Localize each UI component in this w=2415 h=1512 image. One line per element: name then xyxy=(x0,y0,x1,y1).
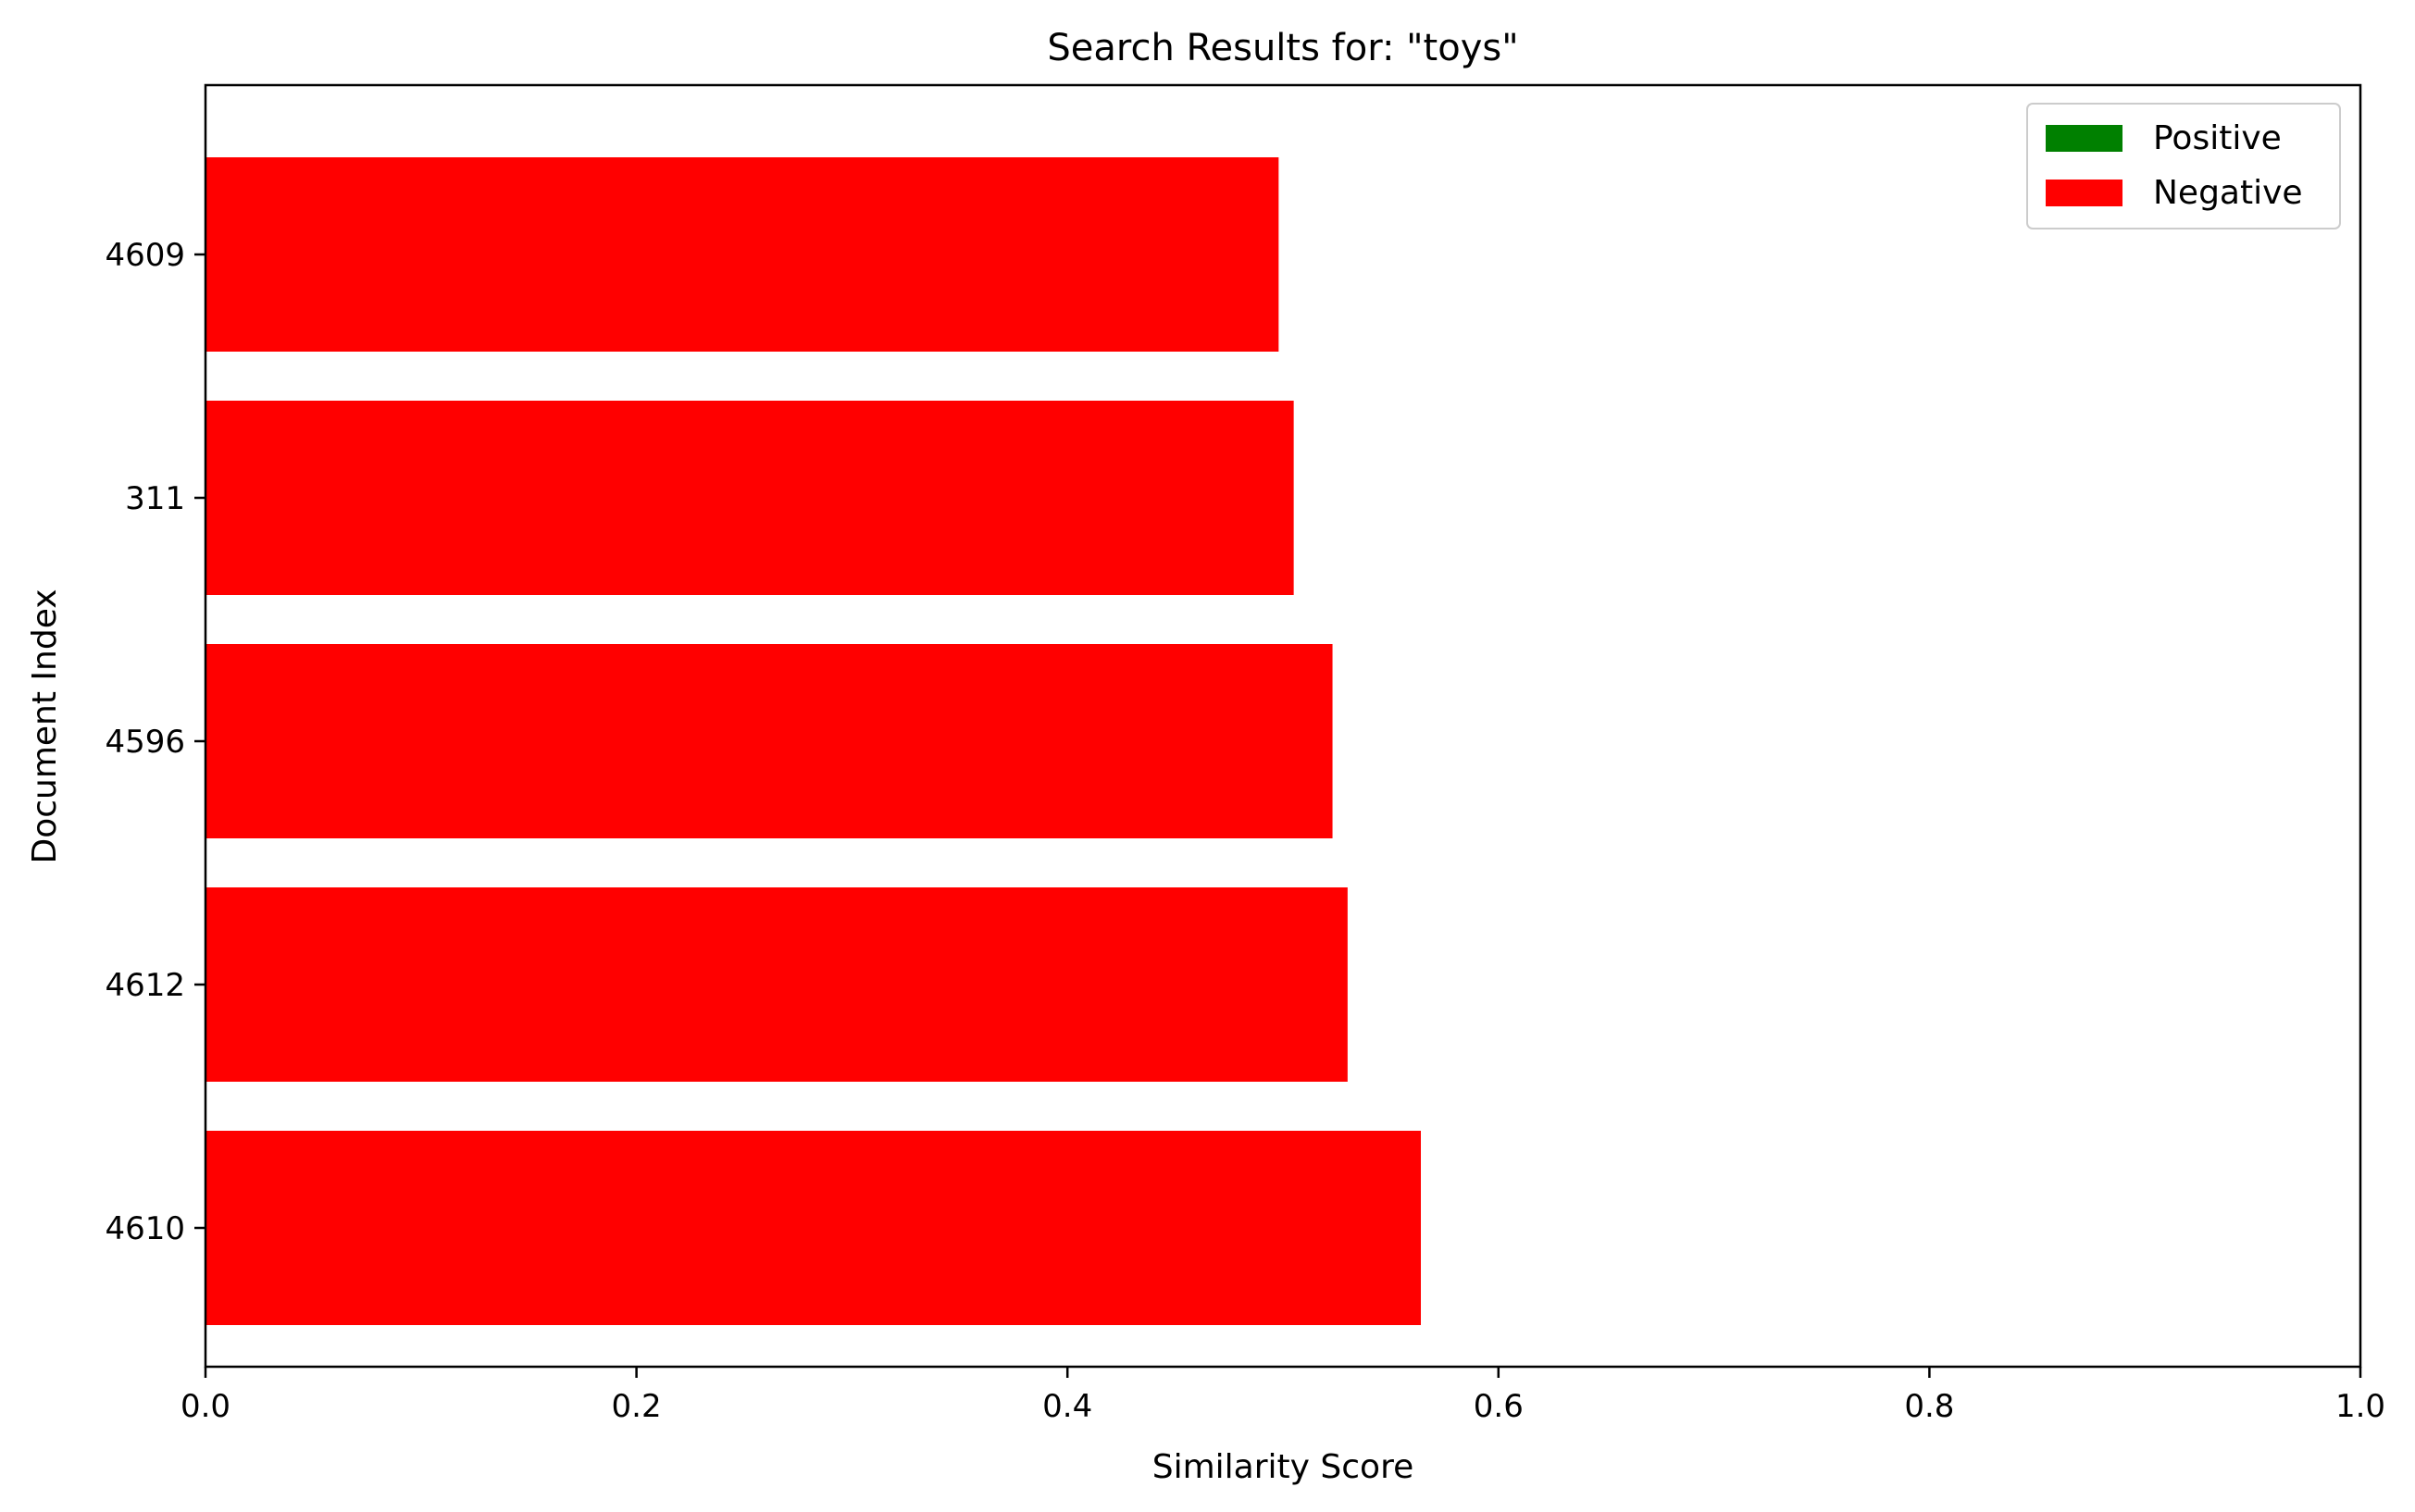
x-tick-label: 0.8 xyxy=(1904,1388,1954,1425)
x-tick-label: 0.0 xyxy=(181,1388,230,1425)
x-tick-label: 1.0 xyxy=(2335,1388,2385,1425)
y-tick-label: 4609 xyxy=(105,237,185,274)
bar-4612 xyxy=(205,887,1348,1082)
bar-4610 xyxy=(205,1131,1421,1325)
y-tick-label: 4612 xyxy=(105,967,185,1004)
y-axis: 4610 4612 4596 311 4609 xyxy=(105,237,205,1247)
bar-4609 xyxy=(205,157,1279,352)
legend-label-negative: Negative xyxy=(2153,174,2303,212)
y-axis-label: Document Index xyxy=(26,589,64,863)
legend: Positive Negative xyxy=(2026,103,2341,229)
chart-title: Search Results for: "toys" xyxy=(1047,27,1518,69)
bars-group xyxy=(205,157,1421,1325)
y-tick-label: 4596 xyxy=(105,724,185,761)
y-tick-label: 4610 xyxy=(105,1210,185,1247)
x-axis: 0.0 0.2 0.4 0.6 0.8 1.0 xyxy=(181,1367,2385,1425)
plot-frame xyxy=(204,83,2362,1369)
x-tick-label: 0.2 xyxy=(612,1388,662,1425)
x-tick-label: 0.6 xyxy=(1474,1388,1524,1425)
x-tick-label: 0.4 xyxy=(1042,1388,1092,1425)
legend-label-positive: Positive xyxy=(2153,119,2282,157)
legend-swatch-positive xyxy=(2046,125,2122,152)
y-tick-label: 311 xyxy=(125,480,185,517)
bar-311 xyxy=(205,401,1294,595)
legend-swatch-negative xyxy=(2046,180,2122,206)
bar-4596 xyxy=(205,644,1333,838)
x-axis-label: Similarity Score xyxy=(1152,1448,1413,1486)
